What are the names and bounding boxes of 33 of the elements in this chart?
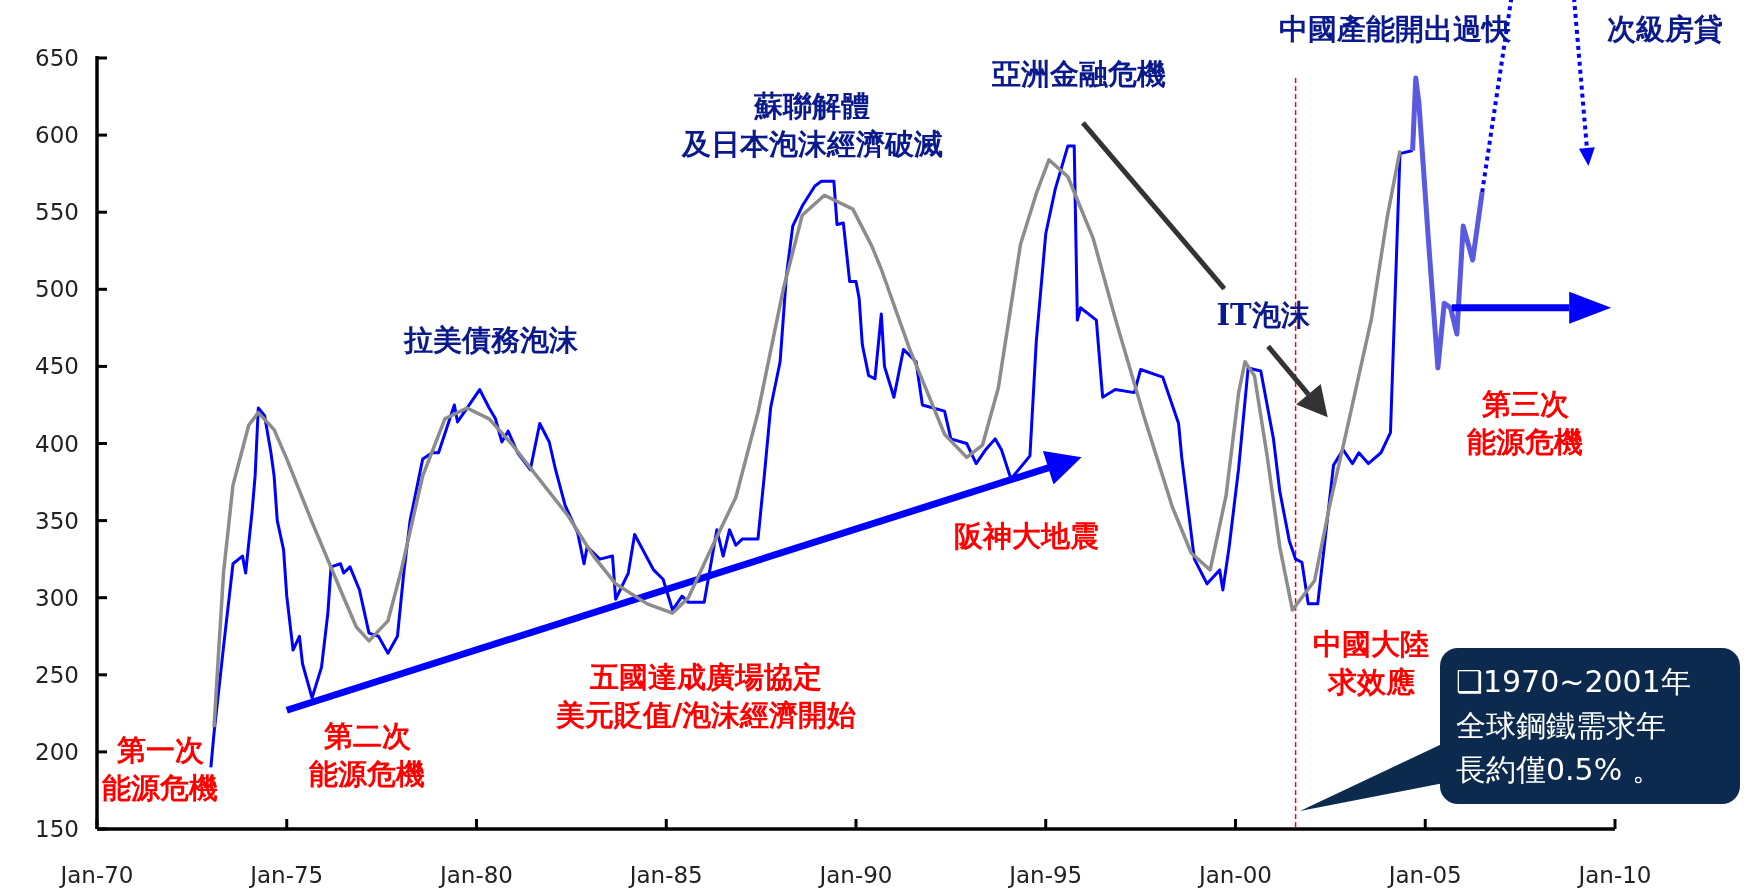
x-tick-label: Jan-10 bbox=[1576, 862, 1652, 888]
y-tick-label: 550 bbox=[35, 199, 79, 226]
y-tick-label: 400 bbox=[35, 430, 79, 457]
annotation: 拉美債務泡沫 bbox=[403, 323, 579, 357]
annotation: 亞洲金融危機 bbox=[991, 57, 1166, 91]
y-tick-label: 350 bbox=[35, 507, 79, 534]
annotation: 蘇聯解體及日本泡沫經濟破滅 bbox=[680, 89, 943, 161]
x-tick-label: Jan-80 bbox=[437, 862, 514, 888]
x-tick-label: Jan-00 bbox=[1196, 862, 1273, 888]
annotation: 第三次能源危機 bbox=[1467, 387, 1583, 459]
annotation: IT泡沫 bbox=[1216, 298, 1311, 332]
x-tick-label: Jan-90 bbox=[817, 862, 893, 888]
annotation: 阪神大地震 bbox=[953, 519, 1099, 553]
annotation: 第一次能源危機 bbox=[102, 733, 218, 805]
y-tick-label: 650 bbox=[35, 45, 79, 71]
annotation: ❑1970~2001年全球鋼鐵需求年長約僅0.5% 。 bbox=[1456, 664, 1691, 787]
annotation: 五國達成廣場協定美元貶值/泡沫經濟開始 bbox=[554, 660, 857, 732]
y-tick-label: 200 bbox=[35, 738, 79, 765]
y-tick-label: 450 bbox=[35, 353, 79, 380]
annotation: 中國大陸求效應 bbox=[1313, 627, 1429, 699]
x-tick-label: Jan-95 bbox=[1007, 862, 1083, 888]
x-tick-label: Jan-75 bbox=[248, 862, 324, 888]
y-tick-label: 250 bbox=[35, 661, 79, 688]
y-tick-label: 600 bbox=[35, 122, 79, 149]
y-tick-label: 500 bbox=[35, 276, 79, 303]
annotation: 第二次能源危機 bbox=[309, 719, 425, 791]
y-tick-label: 150 bbox=[35, 816, 79, 842]
x-tick-label: Jan-05 bbox=[1386, 862, 1462, 888]
annotation: 中國產能開出過快 bbox=[1279, 12, 1512, 46]
x-tick-label: Jan-70 bbox=[58, 862, 134, 888]
text: 次級房貸 bbox=[1607, 12, 1723, 46]
y-tick-label: 300 bbox=[35, 584, 79, 611]
x-tick-label: Jan-85 bbox=[627, 862, 703, 888]
